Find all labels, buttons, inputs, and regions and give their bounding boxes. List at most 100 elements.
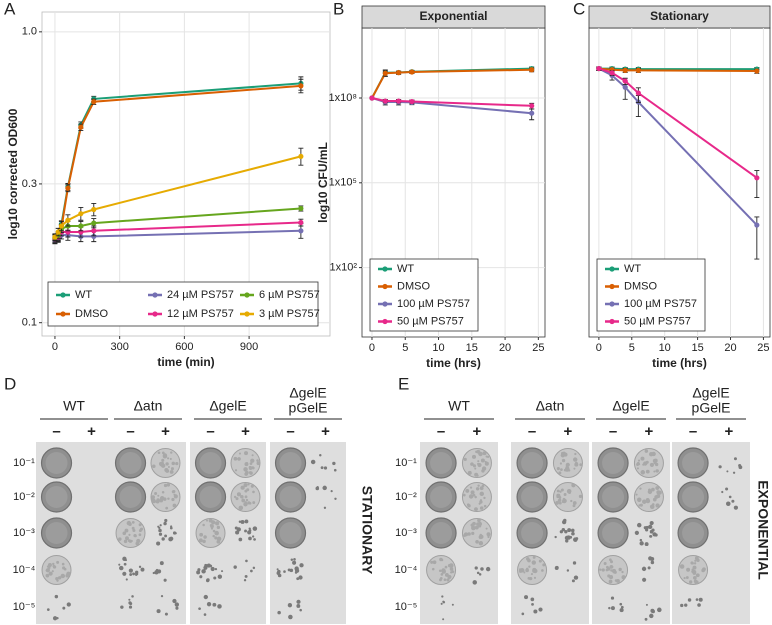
colony (556, 494, 560, 497)
colony (161, 463, 166, 468)
colony (486, 532, 491, 537)
data-point (298, 153, 304, 160)
colony (470, 490, 475, 495)
colony (637, 497, 642, 502)
colony (248, 466, 253, 471)
legend-dot (60, 292, 66, 298)
spot-center (521, 452, 544, 474)
colony (130, 539, 133, 543)
dilution-label: 10⁻² (13, 491, 35, 503)
colony (573, 457, 578, 462)
colony (202, 569, 205, 572)
colony (208, 518, 213, 523)
colony (557, 498, 561, 502)
data-point (529, 110, 535, 116)
colony (603, 562, 607, 566)
data-point (298, 83, 304, 89)
colony (323, 506, 327, 509)
spot-center (119, 486, 142, 508)
colony (683, 576, 686, 580)
colony (277, 610, 281, 615)
spot-center (45, 522, 68, 544)
x-tick-label: 20 (724, 342, 736, 354)
data-point (396, 98, 402, 104)
colony (608, 579, 613, 584)
colony (698, 597, 703, 602)
colony (471, 454, 477, 459)
colony (558, 501, 562, 505)
y-tick-label: 0.1 (22, 317, 37, 329)
colony (204, 563, 208, 568)
colony (45, 573, 50, 578)
colony (161, 537, 165, 541)
colony (233, 495, 237, 499)
colony (621, 575, 626, 580)
colony (579, 463, 583, 467)
colony (199, 532, 204, 537)
treatment-label: – (689, 423, 697, 440)
data-point (382, 98, 388, 104)
colony (650, 560, 655, 565)
colony (560, 488, 564, 492)
group-label: WT (63, 398, 85, 414)
panel-letter: D (4, 374, 16, 393)
colony (481, 484, 485, 488)
colony (319, 453, 322, 457)
colony (563, 518, 567, 523)
colony (244, 495, 248, 499)
series-line (598, 67, 757, 71)
error-bar (754, 170, 760, 199)
colony (689, 580, 693, 584)
colony (170, 467, 174, 471)
x-tick-label: 25 (532, 342, 544, 354)
colony (152, 464, 156, 469)
colony (467, 504, 471, 508)
x-tick-label: 600 (175, 341, 193, 353)
y-tick-label: 1x10² (329, 261, 357, 273)
data-point (635, 90, 641, 96)
colony (556, 489, 560, 493)
colony (151, 495, 155, 499)
colony (451, 570, 455, 574)
colony (243, 502, 248, 507)
colony (653, 458, 658, 463)
colony (478, 451, 483, 457)
colony (214, 536, 218, 540)
colony (485, 527, 488, 530)
colony (163, 483, 168, 488)
colony (692, 575, 697, 580)
legend-dot (609, 266, 615, 272)
spot-center (602, 522, 625, 544)
x-tick-label: 900 (240, 341, 258, 353)
spot-center (199, 486, 222, 508)
dilution-label: 10⁻² (395, 491, 417, 503)
dilution-label: 10⁻¹ (395, 457, 417, 469)
colony (649, 452, 654, 457)
colony (479, 499, 483, 502)
treatment-label: + (564, 423, 573, 440)
colony (634, 530, 639, 535)
x-tick-label: 25 (757, 342, 769, 354)
colony (641, 566, 647, 572)
colony (240, 520, 245, 524)
colony (725, 487, 729, 491)
colony (323, 466, 328, 470)
colony (693, 579, 698, 583)
colony (565, 539, 569, 543)
colony (118, 563, 121, 566)
strip-title: Stationary (650, 9, 709, 23)
colony (156, 609, 161, 614)
colony (483, 496, 486, 500)
treatment-label: – (528, 423, 536, 440)
colony (572, 561, 577, 565)
colony (159, 498, 164, 503)
panel-letter: E (398, 374, 409, 393)
colony (206, 578, 210, 582)
colony (463, 457, 467, 461)
colony (696, 558, 700, 563)
colony (56, 560, 60, 564)
colony (733, 505, 738, 510)
colony (138, 533, 142, 537)
colony (245, 461, 249, 465)
colony (210, 527, 214, 530)
